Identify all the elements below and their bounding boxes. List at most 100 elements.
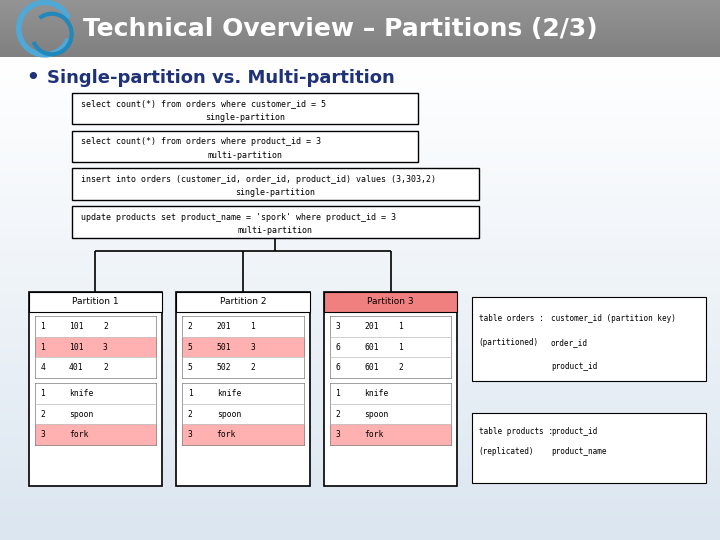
Text: Partition 3: Partition 3	[367, 298, 414, 306]
Bar	[0, 5, 720, 9]
Bar	[0, 437, 720, 443]
Text: 4: 4	[40, 363, 45, 372]
Bar	[0, 57, 720, 63]
Bar	[0, 516, 720, 522]
Bar	[35, 424, 156, 445]
Text: 1: 1	[188, 389, 193, 398]
Bar	[0, 201, 720, 208]
Text: 1: 1	[40, 389, 45, 398]
Text: 2: 2	[40, 410, 45, 418]
Bar	[35, 337, 156, 357]
Bar	[330, 383, 451, 445]
Bar	[182, 337, 304, 357]
Bar	[0, 238, 720, 244]
Text: 101: 101	[69, 322, 84, 331]
Bar	[0, 111, 720, 117]
Text: 2: 2	[398, 363, 403, 372]
Bar	[0, 214, 720, 220]
Text: 502: 502	[217, 363, 231, 372]
Text: 1: 1	[40, 322, 45, 331]
Bar	[0, 51, 720, 54]
Bar	[0, 40, 720, 43]
Text: fork: fork	[217, 430, 236, 439]
Bar	[72, 168, 479, 200]
Bar	[0, 383, 720, 389]
Bar	[324, 292, 457, 486]
Text: 3: 3	[103, 343, 108, 352]
Bar	[0, 23, 720, 25]
Bar	[0, 232, 720, 238]
Text: (replicated): (replicated)	[479, 447, 534, 456]
Text: multi-partition: multi-partition	[238, 226, 313, 235]
Bar	[0, 20, 720, 23]
Text: spoon: spoon	[217, 410, 241, 418]
Bar	[330, 337, 451, 357]
Bar	[0, 274, 720, 280]
Bar	[0, 178, 720, 184]
Bar	[0, 359, 720, 365]
Bar	[0, 141, 720, 147]
Text: 5: 5	[188, 343, 193, 352]
Text: 2: 2	[188, 410, 193, 418]
Bar	[472, 413, 706, 483]
Text: single-partition: single-partition	[235, 188, 315, 198]
Text: 3: 3	[188, 430, 193, 439]
Bar	[0, 256, 720, 262]
Text: select count(*) from orders where customer_id = 5: select count(*) from orders where custom…	[81, 99, 325, 109]
Bar	[0, 510, 720, 516]
Text: 2: 2	[188, 322, 193, 331]
Bar	[0, 117, 720, 123]
Bar	[0, 172, 720, 178]
Text: product_id: product_id	[551, 362, 597, 371]
Bar	[0, 81, 720, 87]
Bar	[0, 468, 720, 474]
Text: spoon: spoon	[69, 410, 94, 418]
Text: select count(*) from orders where product_id = 3: select count(*) from orders where produc…	[81, 137, 320, 146]
Text: Single-partition vs. Multi-partition: Single-partition vs. Multi-partition	[47, 69, 395, 87]
Text: Partition 1: Partition 1	[72, 298, 119, 306]
Bar	[35, 383, 156, 445]
Bar	[330, 383, 451, 404]
Bar	[0, 449, 720, 455]
Text: 3: 3	[251, 343, 256, 352]
Bar	[0, 335, 720, 341]
Bar	[0, 504, 720, 510]
Bar	[0, 401, 720, 407]
Bar	[0, 135, 720, 141]
Bar	[324, 292, 457, 312]
Text: 6: 6	[336, 343, 341, 352]
Text: knife: knife	[217, 389, 241, 398]
Bar	[0, 419, 720, 425]
Bar	[0, 389, 720, 395]
Bar	[0, 159, 720, 165]
Text: knife: knife	[364, 389, 389, 398]
Bar	[0, 310, 720, 316]
Bar	[0, 43, 720, 45]
Bar	[0, 407, 720, 413]
Text: 601: 601	[364, 363, 379, 372]
Bar	[0, 462, 720, 468]
Text: •: •	[25, 66, 40, 90]
Bar	[0, 528, 720, 534]
Text: 101: 101	[69, 343, 84, 352]
Bar	[0, 17, 720, 20]
Bar	[176, 292, 310, 312]
Text: 3: 3	[336, 430, 341, 439]
Bar	[0, 431, 720, 437]
Bar	[0, 443, 720, 449]
Bar	[72, 93, 418, 124]
Text: table orders :: table orders :	[479, 314, 544, 323]
Bar	[330, 357, 451, 378]
Bar	[0, 14, 720, 17]
Text: 6: 6	[336, 363, 341, 372]
Bar	[330, 404, 451, 424]
Bar	[182, 383, 304, 404]
Bar	[0, 474, 720, 480]
Bar	[29, 292, 162, 486]
Bar	[0, 491, 720, 498]
Text: 5: 5	[188, 363, 193, 372]
Bar	[0, 395, 720, 401]
Text: knife: knife	[69, 389, 94, 398]
Bar	[0, 250, 720, 256]
Bar	[182, 383, 304, 445]
